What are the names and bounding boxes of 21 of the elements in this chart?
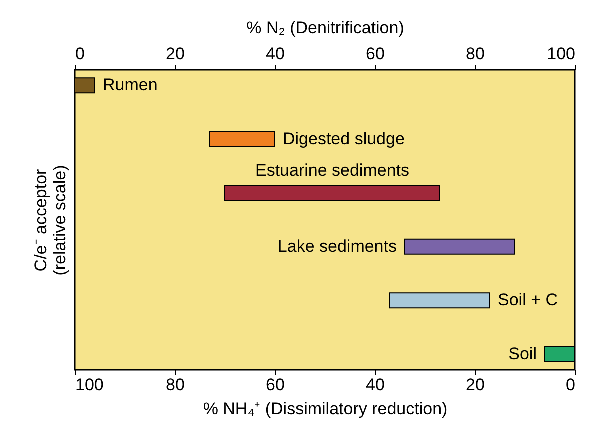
- x2-tick-label: 20: [166, 44, 185, 64]
- x2-tick-label: 40: [266, 44, 285, 64]
- y-axis-title: C/e⁻ acceptor (relative scale): [32, 165, 70, 276]
- x2-tick-label: 0: [76, 44, 85, 64]
- x2-tick-label: 100: [547, 44, 576, 64]
- y-tick-label: Digested sludge: [283, 129, 405, 148]
- y-tick-label: Rumen: [103, 76, 158, 95]
- x-tick-label: 80: [166, 376, 185, 394]
- x-tick-label: 60: [266, 376, 285, 394]
- y-tick-label: Estuarine sediments: [255, 161, 410, 180]
- y-tick-label: Lake sediments: [278, 236, 397, 256]
- x-tick-label: 20: [466, 376, 485, 394]
- x-tick-label: 100: [76, 376, 104, 394]
- x-tick-label: 40: [366, 376, 385, 394]
- y-tick-label: Soil: [508, 344, 537, 364]
- x2-tick-label: 80: [466, 44, 485, 64]
- x-axis-title: % NH₄⁺ (Dissimilatory reduction): [203, 400, 448, 418]
- y-tick-label: Soil + C: [498, 290, 558, 310]
- x2-tick-label: 60: [366, 44, 385, 64]
- x-tick-label: 0: [566, 376, 576, 394]
- x2-axis-title: % N₂ (Denitrification): [246, 18, 404, 38]
